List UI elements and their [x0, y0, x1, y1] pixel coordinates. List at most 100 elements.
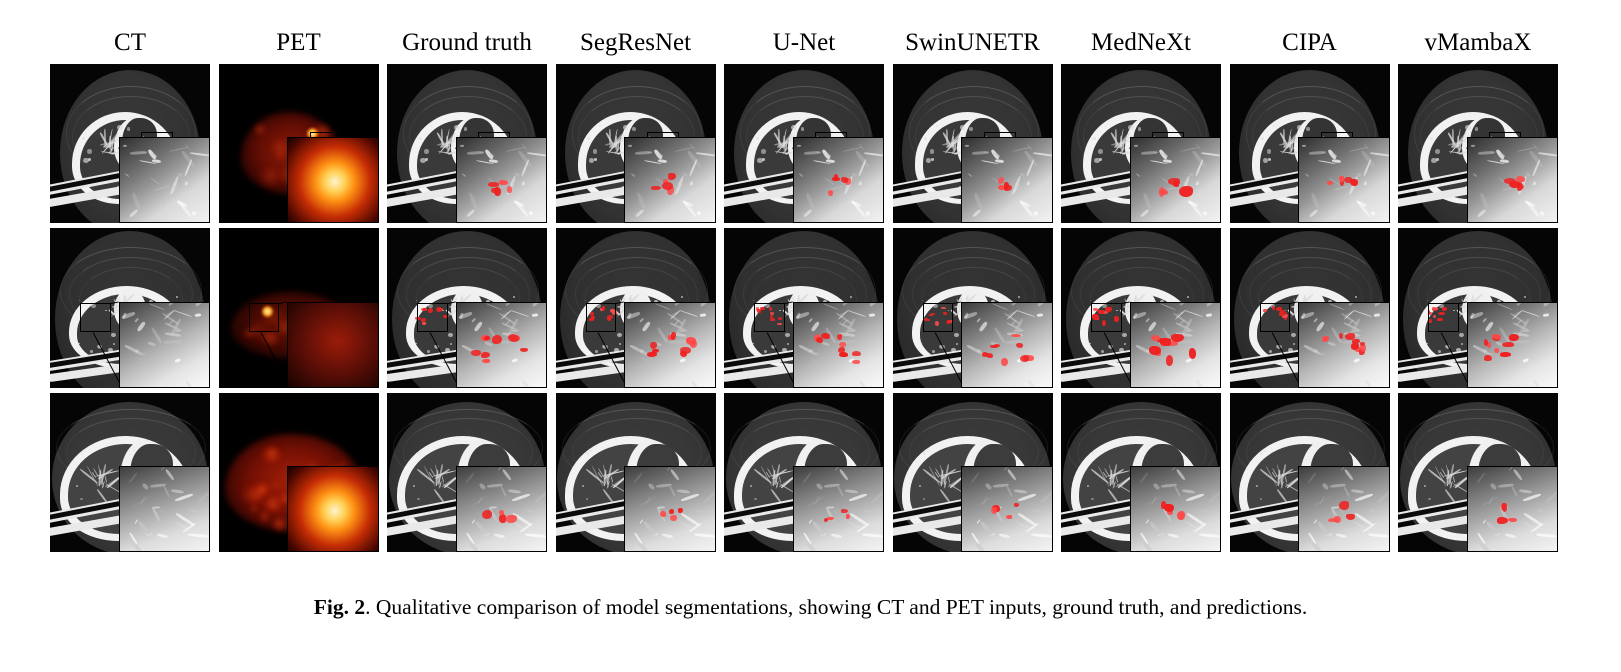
image-panel-vmambax-case-2[interactable] [1398, 228, 1558, 388]
magnified-vessel [457, 310, 473, 320]
magnified-inset [1129, 137, 1221, 224]
magnified-vessel [1539, 211, 1545, 217]
pet-uptake-blob [248, 503, 259, 513]
image-panel-pet-case-2[interactable] [218, 228, 379, 388]
pet-lesion-hotspot [261, 306, 273, 318]
lung-speckle [459, 296, 464, 301]
magnified-vessel [1327, 341, 1336, 347]
magnified-vessel [667, 339, 688, 345]
lesion-segmentation-overlay [846, 513, 851, 519]
pulmonary-vessel [614, 135, 617, 150]
magnified-vessel [1182, 488, 1196, 494]
magnified-vessel [1016, 521, 1030, 529]
image-panel-segresnet-case-1[interactable] [555, 64, 716, 224]
lung-speckle [918, 485, 921, 487]
magnified-vessel [862, 533, 883, 539]
lesion-segmentation-overlay [499, 510, 505, 515]
image-panel-segresnet-case-2[interactable] [555, 228, 716, 388]
soft-tissue-contour [908, 86, 1039, 181]
image-panel-ground-truth-case-3[interactable] [387, 392, 547, 552]
image-panel-swinunetr-case-3[interactable] [892, 392, 1053, 552]
image-panel-ct-case-2[interactable] [50, 228, 210, 388]
lung-speckle [599, 125, 601, 127]
magnified-vessel [149, 176, 161, 185]
image-panel-pet-case-1[interactable] [218, 64, 379, 224]
magnified-vessel [1000, 520, 1019, 531]
lung-speckle [454, 124, 460, 130]
magnified-vessel [522, 379, 531, 387]
image-panel-ct-case-1[interactable] [50, 64, 210, 224]
image-panel-swinunetr-case-2[interactable] [892, 228, 1053, 388]
lesion-segmentation-overlay [1436, 318, 1444, 321]
lesion-segmentation-overlay [1515, 176, 1525, 183]
image-panel-mednext-case-3[interactable] [1061, 392, 1221, 552]
image-panel-unet-case-1[interactable] [724, 64, 884, 224]
image-panel-cipa-case-1[interactable] [1229, 64, 1390, 224]
soft-tissue-contour [1414, 418, 1544, 487]
image-panel-swinunetr-case-1[interactable] [892, 64, 1053, 224]
soft-tissue-contour [571, 86, 702, 181]
lesion-segmentation-overlay [480, 352, 490, 359]
image-panel-ground-truth-case-1[interactable] [387, 64, 547, 224]
lung-speckle [175, 295, 178, 298]
lesion-segmentation-overlay [606, 314, 614, 320]
magnified-vessel [1472, 173, 1478, 178]
lung-speckle [111, 332, 117, 338]
lung-speckle [757, 449, 761, 452]
magnified-inset [1298, 301, 1390, 388]
image-panel-cipa-case-2[interactable] [1229, 228, 1390, 388]
image-panel-ground-truth-case-2[interactable] [387, 228, 547, 388]
lung-speckle [787, 343, 790, 346]
magnified-vessel [970, 472, 980, 484]
magnified-vessel [1007, 468, 1018, 482]
lesion-segmentation-overlay [1015, 342, 1024, 348]
lung-speckle [1290, 332, 1296, 338]
image-panel-mednext-case-2[interactable] [1061, 228, 1221, 388]
image-panel-vmambax-case-1[interactable] [1398, 64, 1558, 224]
soft-tissue-contour [1077, 418, 1207, 487]
lesion-segmentation-overlay [770, 317, 776, 321]
image-panel-mednext-case-1[interactable] [1061, 64, 1221, 224]
lung-speckle [767, 125, 770, 127]
lung-speckle [922, 497, 926, 501]
image-panel-pet-case-3[interactable] [218, 392, 379, 552]
image-panel-unet-case-2[interactable] [724, 228, 884, 388]
magnified-inset-image [1467, 466, 1557, 551]
lesion-segmentation-overlay [443, 315, 448, 318]
lung-speckle [947, 310, 950, 312]
magnified-vessel [673, 302, 682, 307]
lung-speckle [1267, 158, 1271, 161]
lesion-segmentation-overlay [1092, 314, 1099, 320]
lung-speckle [1137, 127, 1142, 131]
lesion-segmentation-overlay [1326, 180, 1333, 186]
image-panel-ct-case-3[interactable] [50, 392, 210, 552]
lesion-segmentation-overlay [1497, 517, 1508, 524]
soft-tissue-contour [56, 408, 206, 487]
magnified-vessel [474, 520, 489, 537]
magnified-inset [961, 465, 1053, 552]
magnified-inset [624, 137, 716, 224]
lesion-segmentation-overlay [759, 306, 765, 311]
image-panel-vmambax-case-3[interactable] [1398, 392, 1558, 552]
magnified-vessel [973, 192, 984, 210]
magnified-vessel [1353, 357, 1361, 363]
caption-label: Fig. 2 [313, 595, 366, 619]
lesion-segmentation-overlay [679, 346, 692, 355]
lesion-segmentation-overlay [1001, 358, 1008, 366]
image-panel-cipa-case-3[interactable] [1229, 392, 1390, 552]
magnified-vessel [134, 348, 139, 353]
magnified-inset-image [119, 302, 209, 387]
lesion-segmentation-overlay [1093, 307, 1099, 312]
magnified-vessel [1152, 482, 1161, 491]
image-panel-segresnet-case-3[interactable] [555, 392, 716, 552]
magnified-vessel [811, 520, 826, 537]
magnified-vessel [1517, 146, 1537, 153]
lung-speckle [1426, 342, 1428, 345]
pulmonary-vessel [1288, 135, 1291, 150]
magnified-vessel [1522, 493, 1542, 503]
pet-uptake-blob [261, 445, 283, 465]
image-panel-unet-case-3[interactable] [724, 392, 884, 552]
magnified-vessel [1205, 302, 1220, 308]
lesion-segmentation-overlay [488, 182, 500, 187]
